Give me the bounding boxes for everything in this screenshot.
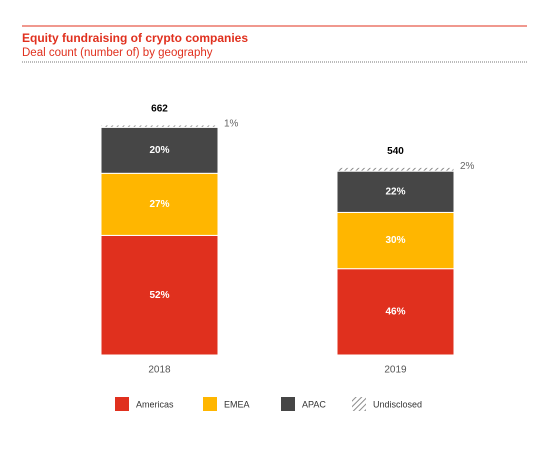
legend-label: Americas (136, 399, 174, 409)
legend-swatch (115, 397, 129, 411)
chart-title: Equity fundraising of crypto companies (22, 31, 248, 45)
legend-label: EMEA (224, 399, 250, 409)
total-label: 540 (387, 146, 404, 157)
bar-segment (336, 170, 455, 213)
segment-label: 46% (385, 306, 405, 317)
bar-segment (100, 126, 219, 174)
segment-label: 1% (224, 119, 239, 130)
legend-swatch (352, 397, 366, 411)
x-tick-label: 2019 (384, 365, 407, 376)
segment-label: 20% (149, 145, 169, 156)
x-tick-label: 2018 (148, 365, 171, 376)
segment-label: 22% (385, 186, 405, 197)
legend-swatch (203, 397, 217, 411)
segment-label: 27% (149, 199, 169, 210)
bar-segment (336, 166, 455, 172)
legend-label: APAC (302, 399, 326, 409)
total-label: 662 (151, 104, 168, 115)
segment-label: 2% (460, 161, 475, 172)
bar-segment (100, 124, 219, 128)
legend-label: Undisclosed (373, 399, 422, 409)
bar-segment (100, 234, 219, 356)
segment-label: 52% (149, 290, 169, 301)
legend-swatch (281, 397, 295, 411)
bar-segment (336, 211, 455, 270)
chart-subtitle: Deal count (number of) by geography (22, 47, 213, 59)
segment-label: 30% (385, 235, 405, 246)
bar-segment (336, 268, 455, 356)
